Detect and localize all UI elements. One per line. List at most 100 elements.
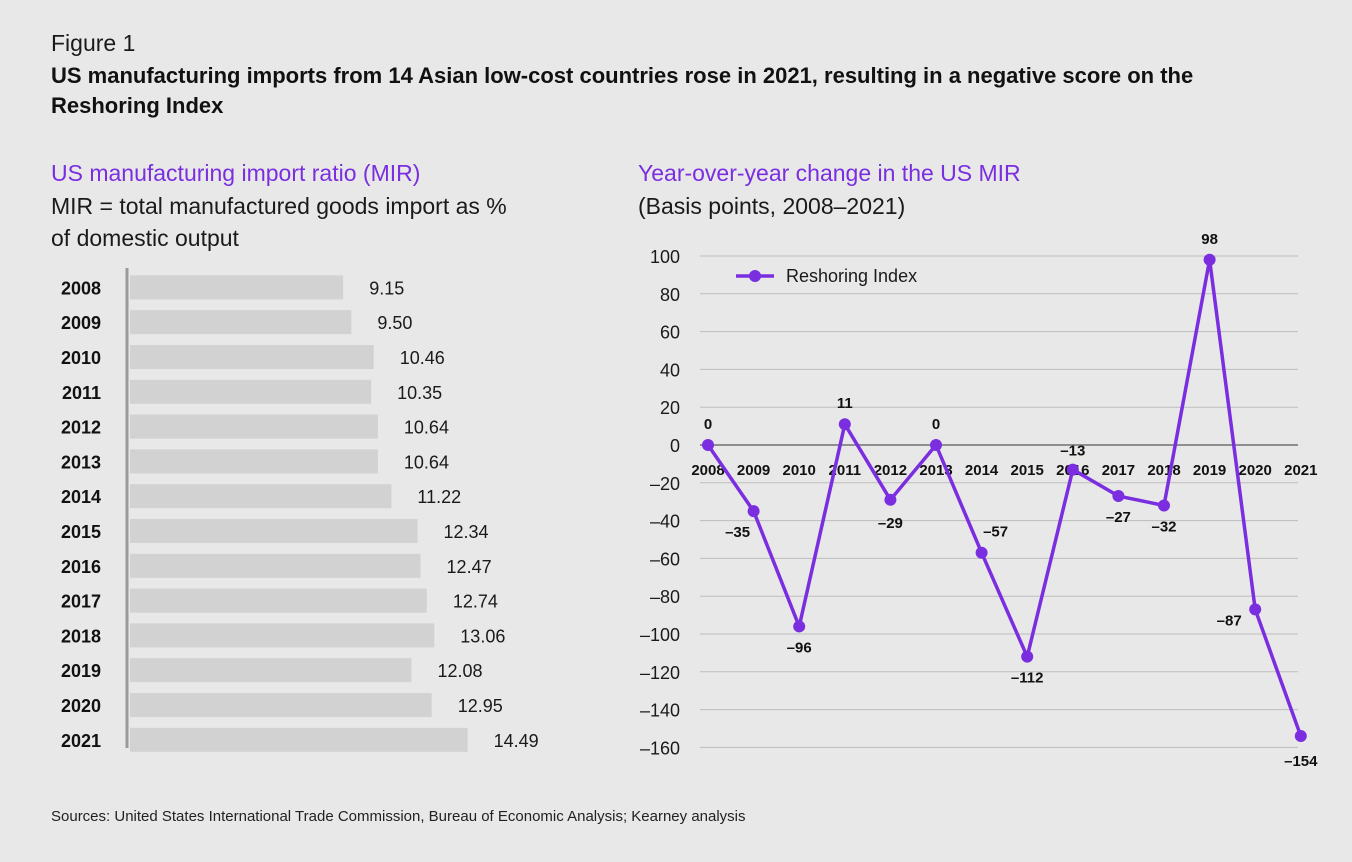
series-point xyxy=(838,418,851,431)
point-value-label: 0 xyxy=(932,416,940,433)
bar-category-label: 2014 xyxy=(61,487,101,507)
y-tick-label: –20 xyxy=(650,474,680,494)
legend-marker xyxy=(749,270,761,282)
x-tick-label: 2012 xyxy=(874,462,907,479)
bar xyxy=(130,414,378,439)
series-point xyxy=(702,439,714,451)
y-tick-label: 80 xyxy=(660,285,680,305)
bar xyxy=(130,693,432,717)
x-tick-label: 2014 xyxy=(965,462,999,479)
line-chart-subtitle: (Basis points, 2008–2021) xyxy=(638,193,906,219)
y-tick-label: 0 xyxy=(670,436,680,456)
x-tick-label: 2019 xyxy=(1193,462,1226,479)
bar xyxy=(130,519,418,543)
bar-category-label: 2016 xyxy=(61,557,101,577)
bar-value-label: 13.06 xyxy=(460,626,505,646)
y-tick-label: 20 xyxy=(660,398,680,418)
bar-value-label: 12.34 xyxy=(444,522,489,542)
series-point xyxy=(747,505,760,518)
bar xyxy=(130,345,374,369)
bar-category-label: 2020 xyxy=(61,696,101,716)
bar-value-label: 10.64 xyxy=(404,418,449,438)
bar-value-label: 12.47 xyxy=(447,557,492,577)
bar xyxy=(130,553,421,578)
bar-category-label: 2011 xyxy=(62,383,101,403)
point-value-label: –27 xyxy=(1106,509,1131,526)
x-tick-label: 2021 xyxy=(1284,462,1317,479)
series-point xyxy=(793,620,806,633)
line-chart-title: Year-over-year change in the US MIR xyxy=(638,160,1021,186)
x-tick-label: 2009 xyxy=(737,462,770,479)
bar-chart-subtitle: MIR = total manufactured goods import as… xyxy=(51,193,507,251)
source-note: Sources: United States International Tra… xyxy=(51,808,746,825)
point-value-label: –154 xyxy=(1284,753,1318,770)
figure-title: US manufacturing imports from 14 Asian l… xyxy=(51,63,1194,118)
bar-value-label: 12.95 xyxy=(458,696,503,716)
bar xyxy=(130,484,392,509)
bar-value-label: 12.08 xyxy=(437,661,482,681)
bar-category-label: 2008 xyxy=(61,278,101,298)
point-value-label: 0 xyxy=(704,416,712,433)
y-tick-label: –140 xyxy=(640,701,680,721)
y-tick-label: –60 xyxy=(650,549,680,569)
bar-category-label: 2021 xyxy=(61,731,101,751)
line-chart: 100 80 60 40 20 0 –20 –40 –60 –80 –100 –120 –140 –160… xyxy=(640,231,1318,770)
y-tick-label: –100 xyxy=(640,625,680,645)
bar-value-label: 10.46 xyxy=(400,348,445,368)
x-tick-label: 2017 xyxy=(1102,462,1135,479)
bar-category-label: 2013 xyxy=(61,452,101,472)
bar-value-label: 9.50 xyxy=(377,313,412,333)
y-tick-label: 100 xyxy=(650,247,680,267)
legend-label: Reshoring Index xyxy=(786,266,917,286)
point-value-label: –32 xyxy=(1151,518,1176,535)
bar-value-label: 10.64 xyxy=(404,452,449,472)
bar xyxy=(130,275,344,300)
y-tick-label: –160 xyxy=(640,738,680,758)
bar-chart-title: US manufacturing import ratio (MIR) xyxy=(51,160,421,186)
series-point xyxy=(1021,650,1034,663)
series-point xyxy=(1112,490,1125,503)
x-tick-label: 2020 xyxy=(1239,462,1272,479)
point-value-label: –29 xyxy=(878,515,903,532)
point-value-label: –13 xyxy=(1060,443,1085,460)
y-tick-label: 60 xyxy=(660,323,680,343)
bar xyxy=(130,588,427,613)
series-point xyxy=(975,546,988,559)
y-tick-label: –80 xyxy=(650,587,680,607)
x-tick-label: 2010 xyxy=(783,462,816,479)
x-tick-label: 2008 xyxy=(691,462,724,479)
point-value-label: 98 xyxy=(1201,231,1218,248)
y-tick-label: –120 xyxy=(640,663,680,683)
x-tick-label: 2015 xyxy=(1011,462,1044,479)
bar xyxy=(130,623,435,648)
point-value-label: –35 xyxy=(725,524,750,541)
series-point xyxy=(884,493,897,506)
series-point xyxy=(1066,463,1079,476)
bar-value-label: 11.22 xyxy=(417,487,461,507)
bar xyxy=(130,379,372,404)
x-tick-label: 2018 xyxy=(1147,462,1180,479)
bar-chart: 2008 9.15 2009 9.50 2010 10.46 2011 10.35 2012 10… xyxy=(61,268,539,752)
point-value-label: –87 xyxy=(1217,612,1242,629)
series-point xyxy=(930,439,942,451)
y-tick-label: 40 xyxy=(660,360,680,380)
series-line-reshoring-index xyxy=(706,258,1303,737)
series-point xyxy=(1294,730,1307,743)
bar-category-label: 2009 xyxy=(61,313,101,333)
bar-category-label: 2019 xyxy=(61,661,101,681)
bar-category-label: 2010 xyxy=(61,348,101,368)
point-value-label: –57 xyxy=(983,524,1008,541)
figure-label: Figure 1 xyxy=(51,30,136,56)
bar-value-label: 12.74 xyxy=(453,592,498,612)
bar-category-label: 2018 xyxy=(61,626,101,646)
bar-category-label: 2017 xyxy=(61,592,101,612)
series-point xyxy=(1158,499,1170,512)
y-tick-label: –40 xyxy=(650,512,680,532)
bar xyxy=(130,727,468,752)
bar xyxy=(130,310,352,335)
bar-value-label: 10.35 xyxy=(397,383,442,403)
series-point xyxy=(1203,253,1216,266)
series-point xyxy=(1249,603,1262,616)
bar xyxy=(130,658,412,683)
